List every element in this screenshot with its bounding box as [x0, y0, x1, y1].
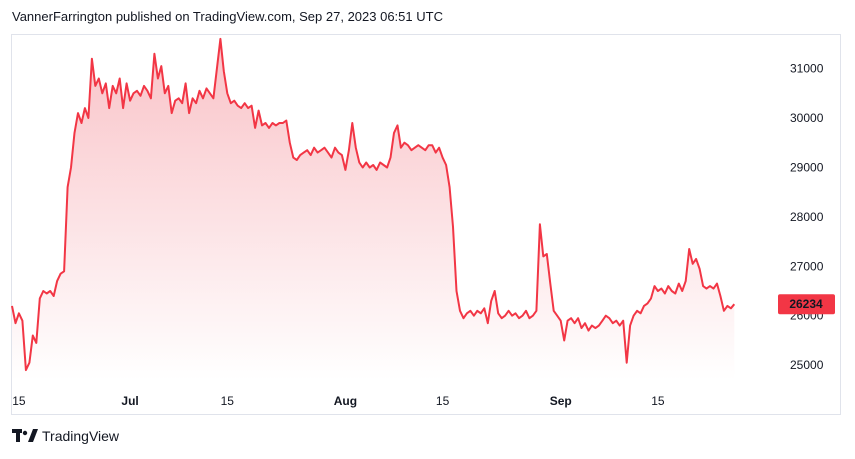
x-tick-label: Sep: [550, 394, 572, 408]
last-price-badge: [778, 294, 835, 315]
publisher-line: VannerFarrington published on TradingVie…: [12, 9, 443, 24]
brand-name: TradingView: [42, 428, 120, 444]
x-tick-label: 15: [436, 394, 450, 408]
y-tick-label: 31000: [790, 62, 824, 76]
y-tick-label: 29000: [790, 161, 824, 175]
y-tick-label: 25000: [790, 358, 824, 372]
x-tick-label: Jul: [121, 394, 138, 408]
y-tick-label: 30000: [790, 111, 824, 125]
last-price-label: 26234: [789, 297, 823, 311]
x-tick-label: 15: [651, 394, 665, 408]
y-tick-label: 27000: [790, 259, 824, 273]
x-tick-label: 15: [221, 394, 235, 408]
footer-brand[interactable]: TradingView: [12, 428, 119, 444]
chart-frame: [11, 34, 841, 415]
price-area-fill: [12, 38, 735, 381]
y-tick-label: 28000: [790, 210, 824, 224]
x-tick-label: 15: [12, 394, 26, 408]
tradingview-logo-icon: [12, 429, 38, 442]
price-line: [11, 37, 736, 372]
x-tick-label: Aug: [334, 394, 357, 408]
